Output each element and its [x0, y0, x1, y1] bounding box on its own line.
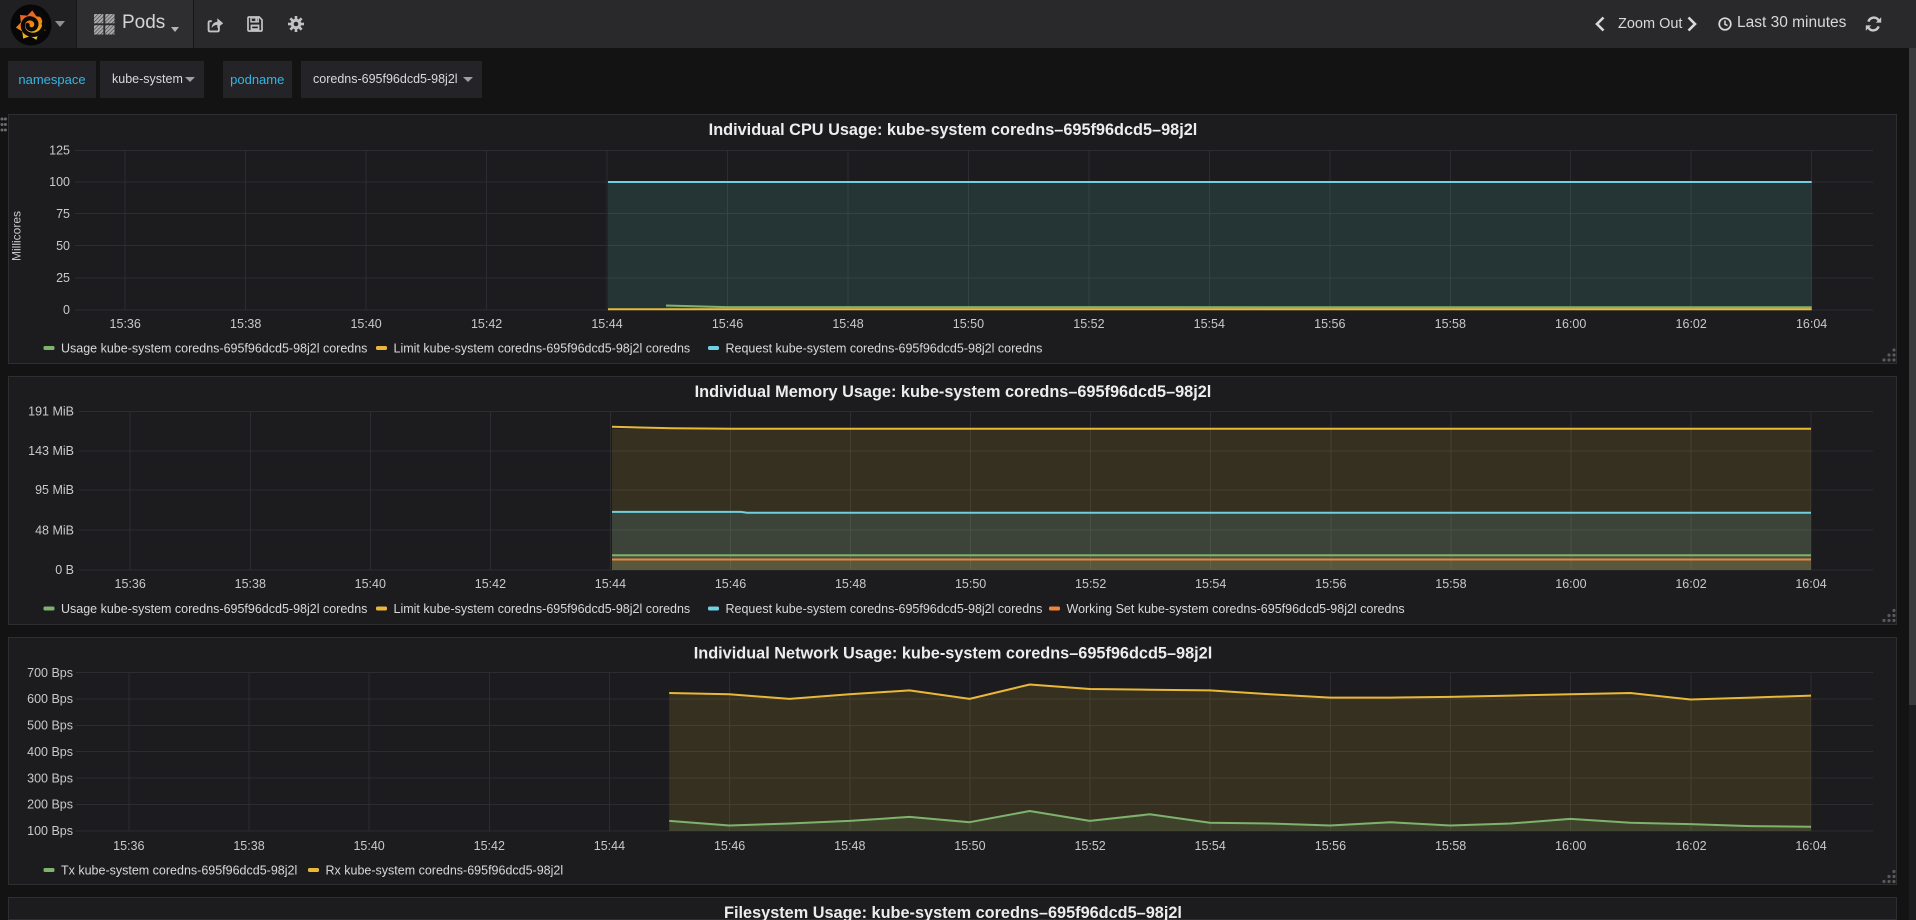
svg-text:48 MiB: 48 MiB [35, 523, 74, 537]
svg-text:15:40: 15:40 [350, 317, 381, 331]
svg-text:15:56: 15:56 [1315, 577, 1346, 591]
svg-text:16:00: 16:00 [1555, 317, 1586, 331]
svg-text:15:46: 15:46 [715, 577, 746, 591]
svg-text:15:38: 15:38 [235, 577, 266, 591]
svg-text:50: 50 [56, 239, 70, 253]
svg-text:15:58: 15:58 [1435, 577, 1466, 591]
svg-text:25: 25 [56, 271, 70, 285]
svg-text:Filesystem Usage: kube-system: Filesystem Usage: kube-system coredns–69… [724, 904, 1182, 920]
svg-text:100: 100 [49, 175, 70, 189]
svg-text:15:46: 15:46 [714, 839, 745, 853]
svg-text:15:54: 15:54 [1195, 577, 1226, 591]
svg-text:15:38: 15:38 [233, 839, 264, 853]
svg-text:125: 125 [49, 144, 70, 158]
svg-text:15:42: 15:42 [474, 839, 505, 853]
svg-text:16:02: 16:02 [1676, 317, 1707, 331]
svg-text:15:48: 15:48 [835, 577, 866, 591]
svg-text:400 Bps: 400 Bps [27, 744, 73, 758]
svg-text:15:44: 15:44 [595, 577, 626, 591]
svg-text:15:58: 15:58 [1435, 317, 1466, 331]
svg-text:15:44: 15:44 [591, 317, 622, 331]
svg-text:Millicores: Millicores [10, 211, 24, 261]
svg-text:15:50: 15:50 [954, 839, 985, 853]
svg-text:Limit kube-system coredns-695f: Limit kube-system coredns-695f96dcd5-98j… [394, 602, 691, 616]
svg-text:Rx kube-system coredns-695f96d: Rx kube-system coredns-695f96dcd5-98j2l [326, 863, 564, 877]
svg-text:15:42: 15:42 [471, 317, 502, 331]
svg-text:15:38: 15:38 [230, 317, 261, 331]
svg-text:15:56: 15:56 [1314, 317, 1345, 331]
svg-text:15:54: 15:54 [1194, 317, 1225, 331]
svg-text:500 Bps: 500 Bps [27, 718, 73, 732]
svg-text:15:52: 15:52 [1075, 577, 1106, 591]
svg-text:16:04: 16:04 [1796, 317, 1827, 331]
svg-text:15:58: 15:58 [1435, 839, 1466, 853]
svg-text:300 Bps: 300 Bps [27, 771, 73, 785]
svg-text:Usage kube-system coredns-695f: Usage kube-system coredns-695f96dcd5-98j… [61, 602, 367, 616]
svg-text:Individual Network Usage: kube: Individual Network Usage: kube-system co… [694, 644, 1213, 662]
svg-text:15:48: 15:48 [834, 839, 865, 853]
svg-text:Working Set kube-system coredn: Working Set kube-system coredns-695f96dc… [1067, 602, 1405, 616]
svg-text:Individual CPU Usage: kube-sys: Individual CPU Usage: kube-system coredn… [709, 121, 1198, 139]
svg-text:15:50: 15:50 [955, 577, 986, 591]
svg-text:100 Bps: 100 Bps [27, 824, 73, 838]
svg-text:16:04: 16:04 [1795, 839, 1826, 853]
svg-text:700 Bps: 700 Bps [27, 665, 73, 679]
svg-text:16:00: 16:00 [1555, 577, 1586, 591]
svg-text:15:40: 15:40 [353, 839, 384, 853]
svg-text:15:36: 15:36 [115, 577, 146, 591]
svg-text:15:42: 15:42 [475, 577, 506, 591]
svg-text:200 Bps: 200 Bps [27, 797, 73, 811]
svg-text:15:44: 15:44 [594, 839, 625, 853]
svg-text:15:48: 15:48 [832, 317, 863, 331]
svg-text:15:36: 15:36 [110, 317, 141, 331]
svg-text:15:40: 15:40 [355, 577, 386, 591]
svg-text:Request kube-system coredns-69: Request kube-system coredns-695f96dcd5-9… [726, 341, 1043, 355]
svg-text:Usage kube-system coredns-695f: Usage kube-system coredns-695f96dcd5-98j… [61, 341, 367, 355]
svg-text:16:02: 16:02 [1675, 839, 1706, 853]
svg-text:16:04: 16:04 [1795, 577, 1826, 591]
svg-text:143 MiB: 143 MiB [28, 444, 74, 458]
svg-text:95 MiB: 95 MiB [35, 483, 74, 497]
svg-text:15:46: 15:46 [712, 317, 743, 331]
svg-text:16:02: 16:02 [1675, 577, 1706, 591]
svg-text:15:56: 15:56 [1315, 839, 1346, 853]
svg-text:Individual Memory Usage: kube-: Individual Memory Usage: kube-system cor… [695, 383, 1212, 401]
svg-text:16:00: 16:00 [1555, 839, 1586, 853]
svg-text:15:54: 15:54 [1195, 839, 1226, 853]
svg-text:Request kube-system coredns-69: Request kube-system coredns-695f96dcd5-9… [726, 602, 1043, 616]
svg-text:15:52: 15:52 [1074, 839, 1105, 853]
svg-text:600 Bps: 600 Bps [27, 692, 73, 706]
svg-text:15:52: 15:52 [1073, 317, 1104, 331]
svg-text:15:36: 15:36 [113, 839, 144, 853]
svg-text:75: 75 [56, 207, 70, 221]
svg-text:15:50: 15:50 [953, 317, 984, 331]
svg-text:0 B: 0 B [55, 563, 74, 577]
svg-text:191 MiB: 191 MiB [28, 405, 74, 419]
svg-text:0: 0 [63, 303, 70, 317]
svg-text:Limit kube-system coredns-695f: Limit kube-system coredns-695f96dcd5-98j… [394, 341, 691, 355]
svg-text:Tx kube-system coredns-695f96d: Tx kube-system coredns-695f96dcd5-98j2l [61, 863, 297, 877]
